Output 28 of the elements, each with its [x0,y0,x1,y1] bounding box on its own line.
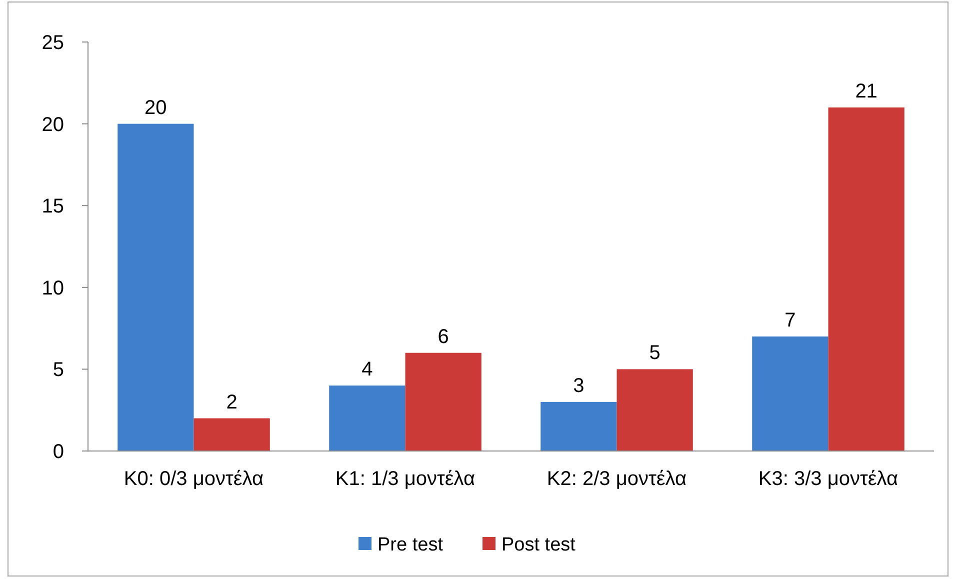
data-label: 2 [226,391,238,414]
y-tick-label: 20 [42,114,64,136]
y-tick-label: 15 [42,196,64,218]
bar [405,352,482,451]
bar [118,124,194,451]
y-tick-label: 25 [42,32,64,54]
data-label: 20 [144,96,167,119]
data-label: 4 [362,358,373,381]
x-tick-label: Κ1: 1/3 μοντέλα [335,468,476,490]
x-tick-label: Κ0: 0/3 μοντέλα [124,468,264,490]
x-tick-label: Κ3: 3/3 μοντέλα [758,468,898,490]
bar [828,107,904,451]
legend-label: Post test [502,534,576,556]
x-tick-label: Κ2: 2/3 μοντέλα [546,468,687,490]
data-label: 5 [649,342,660,364]
bar [194,418,270,451]
bar [329,386,406,451]
legend-label: Pre test [378,534,444,556]
data-label: 6 [438,326,449,348]
data-label: 21 [855,80,878,102]
bar [540,402,617,451]
y-tick-label: 0 [52,441,64,463]
bar [616,369,693,451]
data-label: 7 [784,309,796,332]
bar [752,336,828,451]
y-tick-label: 5 [52,359,64,382]
y-tick-label: 10 [42,277,64,300]
data-label: 3 [573,374,584,397]
